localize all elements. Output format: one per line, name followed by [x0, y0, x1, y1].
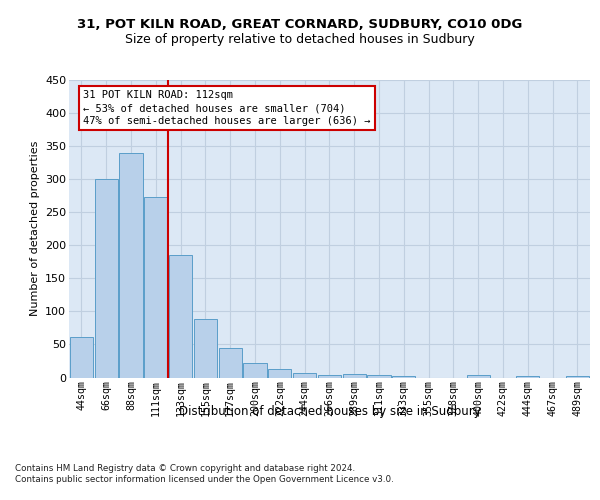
Bar — [218, 348, 242, 378]
Bar — [194, 318, 217, 378]
Bar — [268, 369, 292, 378]
Text: Size of property relative to detached houses in Sudbury: Size of property relative to detached ho… — [125, 34, 475, 46]
Bar — [367, 375, 391, 378]
Bar — [392, 376, 415, 378]
Bar — [566, 376, 589, 378]
Text: 31, POT KILN ROAD, GREAT CORNARD, SUDBURY, CO10 0DG: 31, POT KILN ROAD, GREAT CORNARD, SUDBUR… — [77, 18, 523, 30]
Bar — [95, 178, 118, 378]
Bar — [516, 376, 539, 378]
Bar — [70, 337, 93, 378]
Bar — [318, 375, 341, 378]
Bar — [343, 374, 366, 378]
Bar — [467, 375, 490, 378]
Text: Distribution of detached houses by size in Sudbury: Distribution of detached houses by size … — [179, 404, 480, 417]
Text: 31 POT KILN ROAD: 112sqm
← 53% of detached houses are smaller (704)
47% of semi-: 31 POT KILN ROAD: 112sqm ← 53% of detach… — [83, 90, 371, 126]
Text: Contains HM Land Registry data © Crown copyright and database right 2024.
Contai: Contains HM Land Registry data © Crown c… — [15, 464, 394, 483]
Y-axis label: Number of detached properties: Number of detached properties — [29, 141, 40, 316]
Bar — [244, 363, 266, 378]
Bar — [119, 152, 143, 378]
Bar — [293, 373, 316, 378]
Bar — [144, 197, 167, 378]
Bar — [169, 254, 192, 378]
